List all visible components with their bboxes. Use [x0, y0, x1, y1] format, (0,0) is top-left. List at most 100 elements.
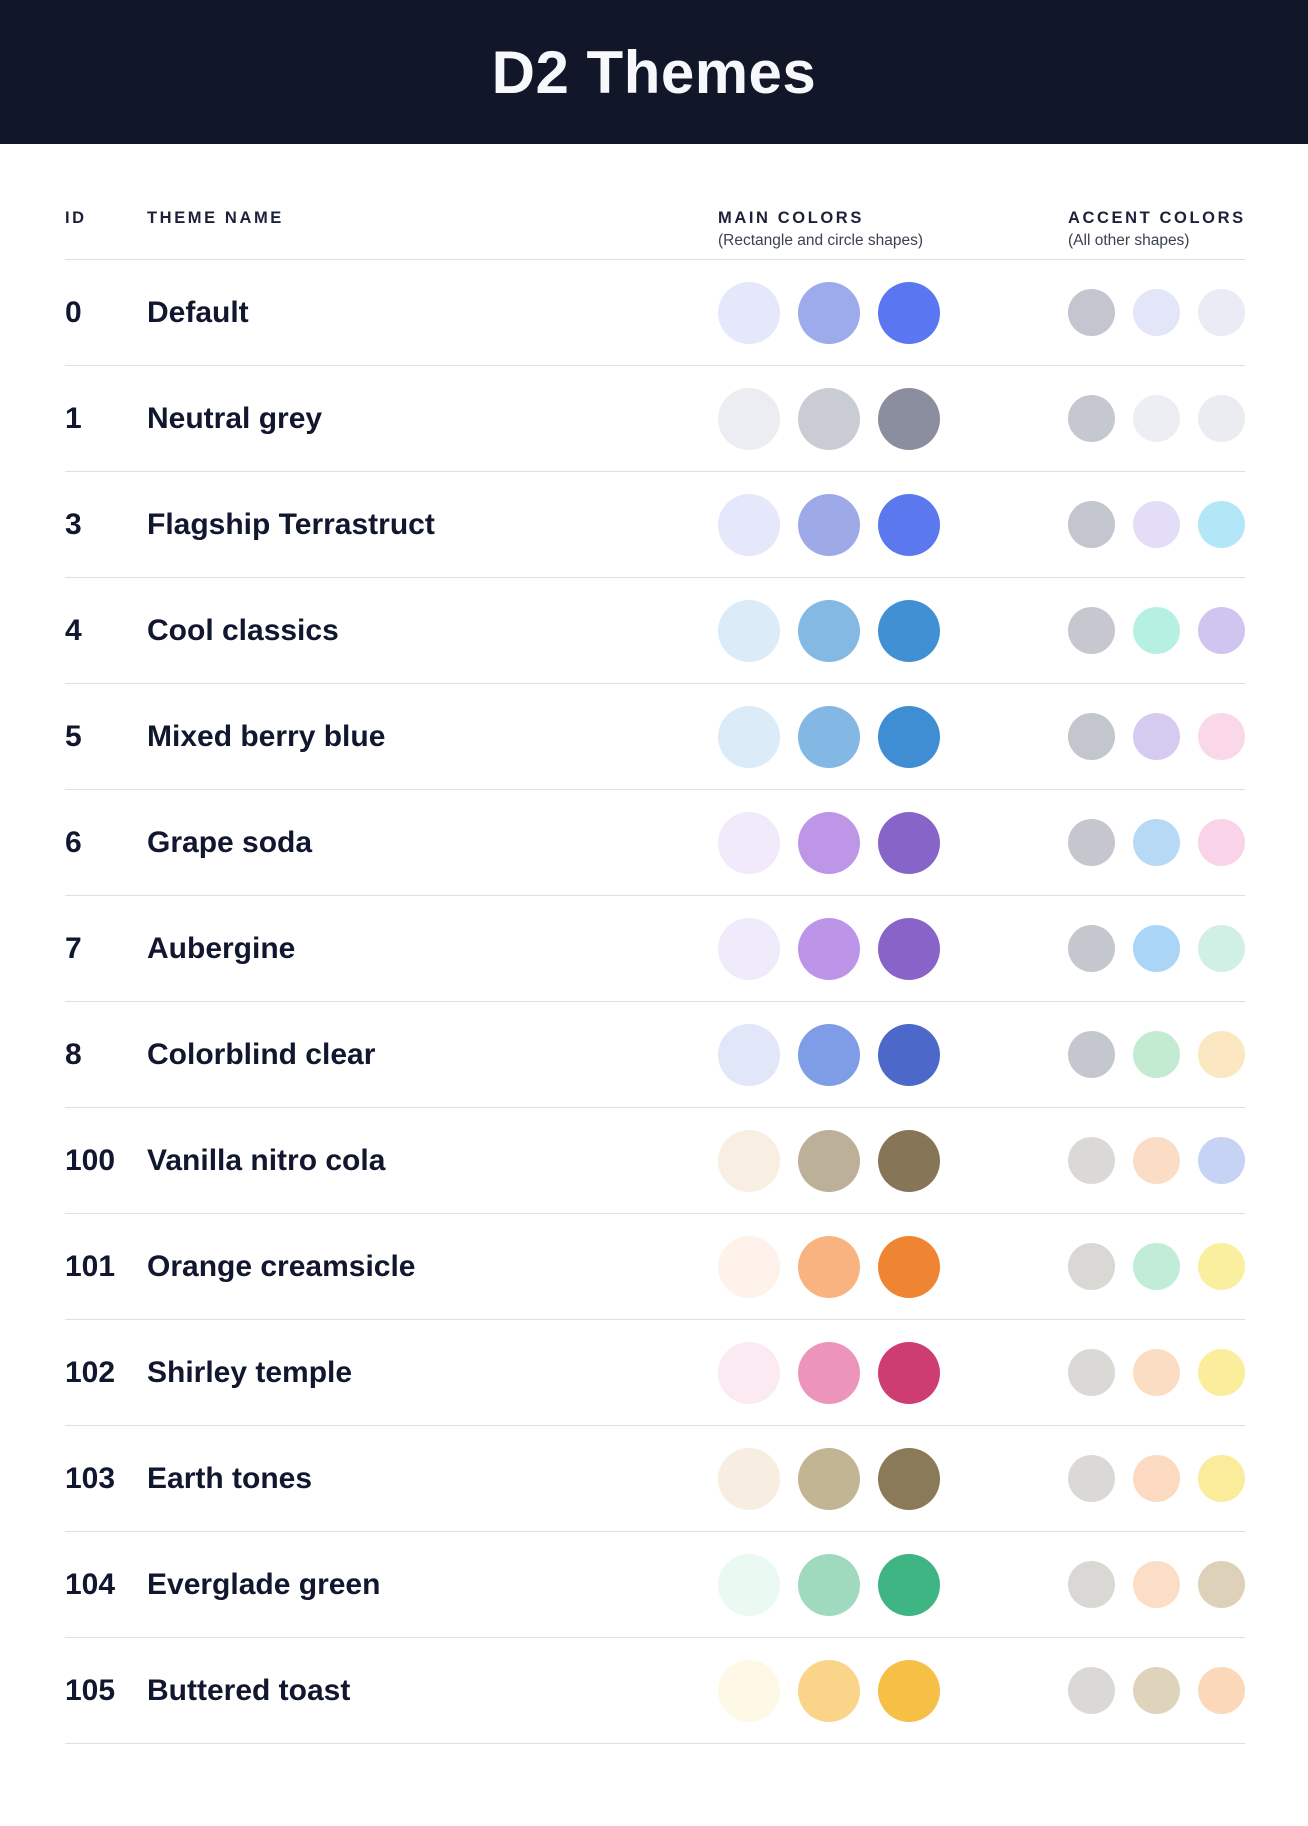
column-header-theme-name: THEME NAME	[147, 209, 718, 251]
theme-name: Colorblind clear	[147, 1037, 376, 1071]
main-color-swatch-1	[718, 493, 780, 556]
theme-row: 102 Shirley temple	[65, 1320, 1245, 1426]
main-color-swatch-3	[878, 1447, 940, 1510]
accent-color-swatches	[1068, 1455, 1245, 1502]
accent-color-swatch-2	[1133, 607, 1180, 654]
table-header-row: ID THEME NAME MAIN COLORS (Rectangle and…	[65, 144, 1245, 260]
accent-color-swatch-3	[1198, 819, 1245, 866]
main-color-swatch-1	[718, 1659, 780, 1722]
main-color-swatch-2	[798, 1129, 860, 1192]
accent-color-swatches	[1068, 607, 1245, 654]
theme-name: Grape soda	[147, 825, 313, 859]
accent-color-swatches	[1068, 1137, 1245, 1184]
accent-color-swatch-2	[1133, 1349, 1180, 1396]
accent-color-swatch-3	[1198, 1137, 1245, 1184]
main-color-swatch-2	[798, 1235, 860, 1298]
accent-color-swatches	[1068, 289, 1245, 336]
theme-id: 105	[65, 1673, 116, 1707]
main-color-swatches	[718, 1659, 941, 1722]
accent-color-swatch-3	[1198, 1455, 1245, 1502]
main-color-swatch-2	[798, 811, 860, 874]
accent-color-swatch-1	[1068, 713, 1115, 760]
main-color-swatch-1	[718, 281, 780, 344]
accent-color-swatch-2	[1133, 1455, 1180, 1502]
accent-color-swatch-1	[1068, 1031, 1115, 1078]
accent-color-swatch-1	[1068, 1137, 1115, 1184]
theme-id: 8	[65, 1037, 82, 1071]
accent-color-swatch-2	[1133, 713, 1180, 760]
column-header-accent-colors: ACCENT COLORS (All other shapes)	[1068, 209, 1245, 251]
accent-color-swatch-2	[1133, 819, 1180, 866]
accent-color-swatch-3	[1198, 1031, 1245, 1078]
accent-color-swatch-3	[1198, 1243, 1245, 1290]
accent-color-swatch-2	[1133, 1031, 1180, 1078]
accent-color-swatches	[1068, 1667, 1245, 1714]
accent-color-swatches	[1068, 1349, 1245, 1396]
main-color-swatch-1	[718, 1235, 780, 1298]
theme-id: 100	[65, 1143, 116, 1177]
theme-row: 100 Vanilla nitro cola	[65, 1108, 1245, 1214]
main-color-swatch-1	[718, 1129, 780, 1192]
theme-row: 101 Orange creamsicle	[65, 1214, 1245, 1320]
main-color-swatch-1	[718, 1341, 780, 1404]
main-color-swatches	[718, 387, 941, 450]
column-header-theme-name-label: THEME NAME	[147, 209, 284, 227]
main-color-swatch-3	[878, 1659, 940, 1722]
accent-color-swatch-3	[1198, 607, 1245, 654]
main-color-swatch-2	[798, 705, 860, 768]
accent-color-swatches	[1068, 819, 1245, 866]
main-color-swatch-1	[718, 1553, 780, 1616]
column-header-main-colors-sublabel: (Rectangle and circle shapes)	[718, 232, 924, 249]
main-color-swatch-3	[878, 1023, 940, 1086]
accent-color-swatch-1	[1068, 1349, 1115, 1396]
main-color-swatch-2	[798, 493, 860, 556]
main-color-swatch-1	[718, 599, 780, 662]
accent-color-swatch-1	[1068, 501, 1115, 548]
accent-color-swatches	[1068, 395, 1245, 442]
theme-row: 5 Mixed berry blue	[65, 684, 1245, 790]
accent-color-swatch-3	[1198, 501, 1245, 548]
accent-color-swatch-1	[1068, 1667, 1115, 1714]
accent-color-swatch-2	[1133, 925, 1180, 972]
theme-id: 6	[65, 825, 82, 859]
accent-color-swatch-1	[1068, 1243, 1115, 1290]
theme-name: Everglade green	[147, 1567, 381, 1601]
theme-name: Aubergine	[147, 931, 296, 965]
main-color-swatch-3	[878, 1341, 940, 1404]
accent-color-swatches	[1068, 501, 1245, 548]
accent-color-swatches	[1068, 1561, 1245, 1608]
main-color-swatch-2	[798, 1341, 860, 1404]
theme-name: Buttered toast	[147, 1673, 351, 1707]
accent-color-swatches	[1068, 925, 1245, 972]
accent-color-swatch-2	[1133, 1243, 1180, 1290]
theme-id: 102	[65, 1355, 116, 1389]
main-color-swatches	[718, 599, 941, 662]
theme-name: Vanilla nitro cola	[147, 1143, 386, 1177]
theme-id: 4	[65, 613, 82, 647]
column-header-id-label: ID	[65, 209, 87, 227]
accent-color-swatch-2	[1133, 395, 1180, 442]
main-color-swatch-3	[878, 281, 940, 344]
main-color-swatch-2	[798, 1023, 860, 1086]
theme-name: Orange creamsicle	[147, 1249, 416, 1283]
theme-row: 3 Flagship Terrastruct	[65, 472, 1245, 578]
main-color-swatches	[718, 1447, 941, 1510]
main-color-swatches	[718, 281, 941, 344]
main-color-swatch-3	[878, 1235, 940, 1298]
accent-color-swatch-1	[1068, 289, 1115, 336]
accent-color-swatch-1	[1068, 1561, 1115, 1608]
main-color-swatch-1	[718, 811, 780, 874]
accent-color-swatch-2	[1133, 1667, 1180, 1714]
theme-name: Mixed berry blue	[147, 719, 386, 753]
main-color-swatches	[718, 1553, 941, 1616]
column-header-main-colors-label: MAIN COLORS	[718, 209, 864, 227]
main-color-swatch-3	[878, 599, 940, 662]
main-color-swatch-2	[798, 1553, 860, 1616]
accent-color-swatch-3	[1198, 713, 1245, 760]
theme-id: 1	[65, 401, 82, 435]
theme-row: 0 Default	[65, 260, 1245, 366]
theme-id: 104	[65, 1567, 116, 1601]
accent-color-swatch-2	[1133, 501, 1180, 548]
accent-color-swatch-3	[1198, 925, 1245, 972]
main-color-swatches	[718, 1023, 941, 1086]
